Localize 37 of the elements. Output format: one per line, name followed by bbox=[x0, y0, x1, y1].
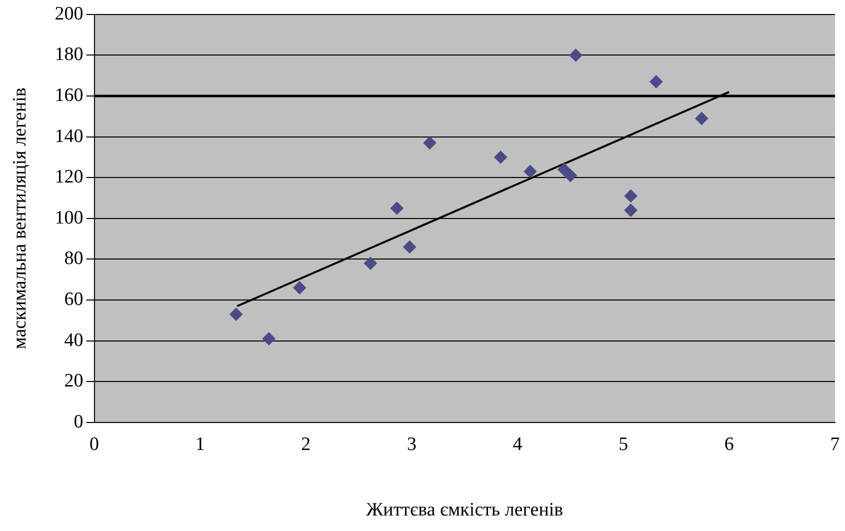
point bbox=[293, 281, 306, 294]
point bbox=[364, 256, 377, 270]
point bbox=[650, 75, 663, 88]
x-tick-label: 0 bbox=[90, 434, 100, 455]
y-tick-label: 100 bbox=[54, 207, 84, 228]
y-tick-label: 200 bbox=[54, 3, 84, 24]
y-tick-label: 140 bbox=[54, 126, 84, 147]
point bbox=[564, 169, 577, 182]
point bbox=[569, 48, 582, 62]
x-tick-label: 3 bbox=[406, 434, 416, 455]
point bbox=[524, 164, 537, 178]
x-tick-label: 5 bbox=[618, 434, 628, 455]
point bbox=[390, 202, 404, 215]
y-tick-label: 80 bbox=[64, 248, 84, 270]
point bbox=[624, 189, 638, 202]
y-tick-label: 20 bbox=[64, 370, 84, 392]
x-tick-label: 7 bbox=[830, 434, 840, 455]
point bbox=[494, 150, 508, 164]
point bbox=[230, 308, 243, 321]
x-tick-label: 4 bbox=[512, 434, 523, 455]
point bbox=[624, 204, 638, 217]
y-tick-label: 60 bbox=[64, 288, 84, 310]
point bbox=[695, 112, 708, 125]
y-tick-label: 40 bbox=[64, 330, 84, 351]
y-tick-label: 120 bbox=[54, 166, 84, 188]
y-axis-title: маскимальна вентиляція легенів bbox=[9, 88, 30, 350]
x-tick-label: 2 bbox=[301, 434, 311, 455]
x-axis-title: Життєва ємкість легенів bbox=[366, 500, 564, 521]
x-tick-label: 1 bbox=[195, 434, 205, 455]
y-tick-label: 0 bbox=[74, 411, 84, 432]
point bbox=[423, 136, 436, 150]
point bbox=[558, 162, 571, 176]
point bbox=[403, 240, 416, 254]
y-tick-label: 180 bbox=[54, 44, 84, 66]
point bbox=[262, 332, 276, 346]
y-tick-label: 160 bbox=[54, 84, 84, 106]
x-tick-label: 6 bbox=[724, 434, 734, 455]
